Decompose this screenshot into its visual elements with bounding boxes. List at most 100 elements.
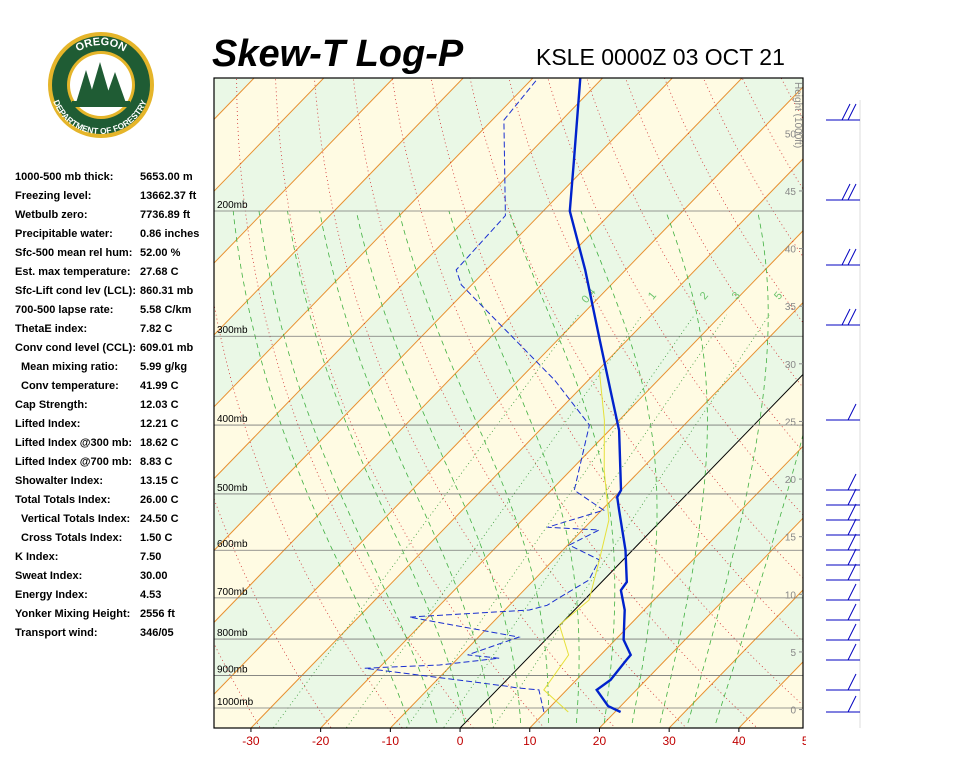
- stat-label: 700-500 lapse rate:: [15, 304, 113, 316]
- stat-label: Wetbulb zero:: [15, 209, 88, 221]
- stat-label: Total Totals Index:: [15, 494, 111, 506]
- stat-value: 41.99 C: [140, 380, 179, 392]
- moist-adiabat: [687, 210, 769, 724]
- stat-value: 860.31 mb: [140, 285, 193, 297]
- profile-line: [364, 80, 605, 713]
- stat-label: Est. max temperature:: [15, 266, 131, 278]
- isotherm: [214, 78, 674, 552]
- isotherm: [214, 78, 464, 336]
- barb-feather: [847, 673, 857, 691]
- mixing-ratio-line: [442, 314, 728, 728]
- barb-feather: [847, 248, 857, 266]
- isotherm: [389, 301, 803, 728]
- barb-feather: [847, 563, 857, 581]
- height-tick-label: 25: [785, 417, 797, 428]
- moist-adiabat: [398, 210, 549, 723]
- y-tick-label: 300mb: [217, 325, 248, 336]
- barb-feather: [847, 503, 857, 521]
- stat-value: 7736.89 ft: [140, 209, 190, 221]
- stat-value: 26.00 C: [140, 494, 179, 506]
- dry-adiabat: [236, 78, 474, 728]
- stat-value: 609.01 mb: [140, 342, 193, 354]
- isotherm: [250, 158, 803, 728]
- stat-value: 52.00 %: [140, 247, 181, 259]
- barb-feather: [847, 695, 857, 713]
- x-tick-label: -30: [242, 734, 260, 748]
- height-tick-label: 0: [790, 706, 796, 717]
- profile-line: [568, 78, 633, 714]
- stat-label: Vertical Totals Index:: [21, 513, 130, 525]
- y-tick-label: 900mb: [217, 664, 248, 675]
- height-tick-label: 20: [785, 475, 797, 486]
- moist-adiabat: [715, 433, 803, 724]
- stat-value: 24.50 C: [140, 513, 179, 525]
- stat-label: Sweat Index:: [15, 570, 82, 582]
- barb-feather: [847, 518, 857, 536]
- dry-adiabat: [853, 0, 960, 737]
- stat-label: Precipitable water:: [15, 228, 113, 240]
- x-tick-label: 20: [593, 734, 607, 748]
- stat-value: 8.83 C: [140, 456, 172, 468]
- y-tick-label: 800mb: [217, 628, 248, 639]
- stat-value: 7.50: [140, 551, 161, 563]
- stat-value: 5.99 g/kg: [140, 361, 187, 373]
- barb-feather: [847, 488, 857, 506]
- isotherm: [214, 78, 325, 192]
- height-tick-label: 45: [785, 187, 797, 198]
- band: [214, 87, 803, 728]
- barb-feather: [847, 183, 857, 201]
- barb-feather: [841, 248, 851, 266]
- barb-feather: [847, 473, 857, 491]
- x-tick-label: 30: [662, 734, 676, 748]
- y-tick-label: 700mb: [217, 587, 248, 598]
- chart-title: Skew-T Log-P: [212, 33, 464, 75]
- stat-value: 4.53: [140, 589, 161, 601]
- isotherm: [319, 230, 803, 728]
- isotherm: [799, 0, 960, 737]
- stat-value: 5.58 C/km: [140, 304, 192, 316]
- dry-adiabat: [781, 0, 960, 737]
- dry-adiabat: [889, 0, 960, 737]
- barb-feather: [841, 103, 851, 121]
- stat-value: 30.00: [140, 570, 168, 582]
- height-tick-label: 50: [785, 129, 797, 140]
- stat-value: 27.68 C: [140, 266, 179, 278]
- band: [799, 0, 960, 737]
- x-tick-label: 40: [732, 734, 746, 748]
- stat-value: 0.86 inches: [140, 228, 199, 240]
- x-tick-label: 50: [802, 734, 816, 748]
- dry-adiabat: [547, 78, 803, 516]
- stat-label: Lifted Index @300 mb:: [15, 437, 132, 449]
- stat-value: 12.21 C: [140, 418, 179, 430]
- dry-adiabat: [508, 78, 803, 579]
- dry-adiabat: [391, 78, 758, 728]
- y-tick-label: 1000mb: [217, 697, 254, 708]
- stat-label: Mean mixing ratio:: [21, 361, 118, 373]
- profile-line: [543, 370, 610, 713]
- moist-adiabat: [508, 210, 616, 724]
- stat-label: Sfc-500 mean rel hum:: [15, 247, 132, 259]
- stat-label: Cap Strength:: [15, 399, 88, 411]
- stat-value: 18.62 C: [140, 437, 179, 449]
- isotherm: [214, 78, 743, 624]
- y-tick-label: 600mb: [217, 539, 248, 550]
- height-tick-label: 30: [785, 360, 797, 371]
- x-tick-label: -20: [312, 734, 330, 748]
- logo-top: OREGON: [74, 36, 129, 54]
- stat-label: Sfc-Lift cond lev (LCL):: [15, 285, 136, 297]
- moist-adiabat: [355, 210, 521, 724]
- isotherm: [214, 78, 604, 480]
- moist-adiabat: [258, 210, 438, 724]
- x-tick-label: 10: [523, 734, 537, 748]
- height-tick-label: 15: [785, 533, 797, 544]
- moist-adiabat: [287, 210, 466, 724]
- isotherm: [529, 445, 803, 728]
- moist-adiabat: [319, 210, 494, 724]
- stat-label: ThetaE index:: [15, 323, 87, 335]
- wind-barbs: [826, 100, 861, 728]
- stat-label: K Index:: [15, 551, 58, 563]
- stat-label: 1000-500 mb thick:: [15, 171, 113, 183]
- stat-value: 5653.00 m: [140, 171, 193, 183]
- stat-value: 2556 ft: [140, 608, 175, 620]
